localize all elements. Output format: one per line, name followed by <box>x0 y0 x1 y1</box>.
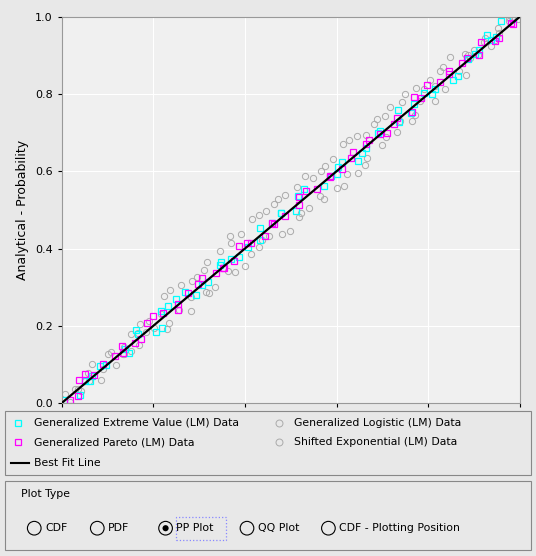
Text: QQ Plot: QQ Plot <box>258 523 299 533</box>
Text: Shifted Exponential (LM) Data: Shifted Exponential (LM) Data <box>294 437 458 447</box>
FancyBboxPatch shape <box>5 411 531 475</box>
Text: Generalized Extreme Value (LM) Data: Generalized Extreme Value (LM) Data <box>34 418 239 428</box>
Ellipse shape <box>91 522 104 535</box>
Text: Generalized Logistic (LM) Data: Generalized Logistic (LM) Data <box>294 418 461 428</box>
Text: PDF: PDF <box>108 523 130 533</box>
Text: Plot Type: Plot Type <box>21 489 70 499</box>
FancyBboxPatch shape <box>5 481 531 550</box>
Ellipse shape <box>27 522 41 535</box>
Text: Best Fit Line: Best Fit Line <box>34 458 101 468</box>
Ellipse shape <box>159 522 173 535</box>
Ellipse shape <box>322 522 335 535</box>
X-axis label: Observed - Probability: Observed - Probability <box>221 428 360 441</box>
Ellipse shape <box>240 522 254 535</box>
Text: PP Plot: PP Plot <box>176 523 214 533</box>
Y-axis label: Analytical - Probability: Analytical - Probability <box>16 140 29 280</box>
Text: Generalized Pareto (LM) Data: Generalized Pareto (LM) Data <box>34 437 195 447</box>
Text: CDF: CDF <box>45 523 68 533</box>
Ellipse shape <box>162 525 169 532</box>
Text: CDF - Plotting Position: CDF - Plotting Position <box>339 523 460 533</box>
